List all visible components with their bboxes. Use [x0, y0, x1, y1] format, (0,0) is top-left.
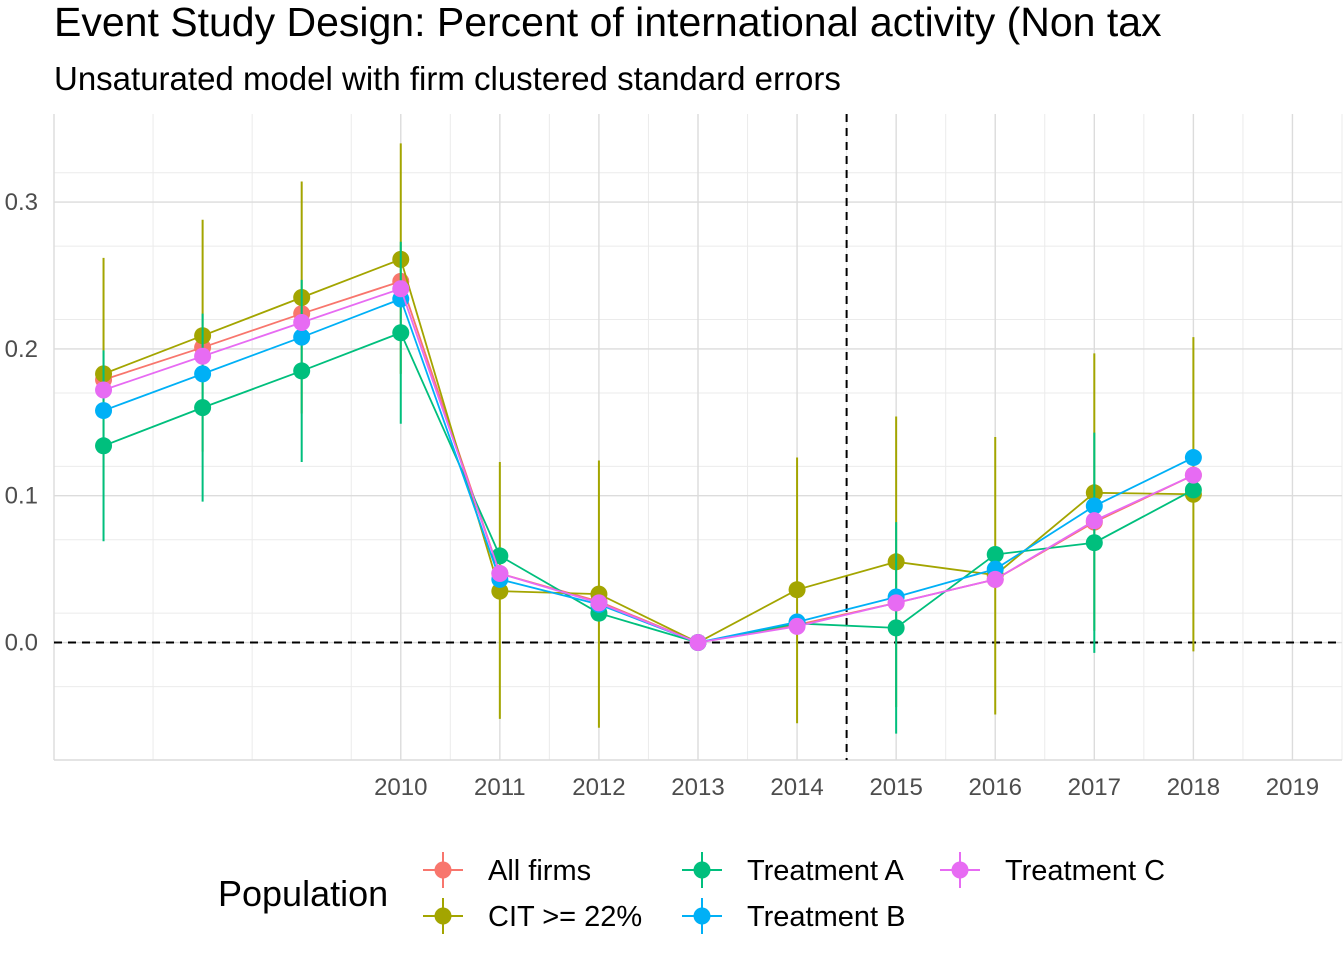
data-point [293, 362, 311, 380]
data-point [1184, 449, 1202, 467]
y-tick-label: 0.2 [5, 336, 38, 363]
legend-item: All firms [423, 852, 591, 888]
data-point [491, 565, 509, 583]
series-line [103, 287, 1194, 644]
data-point [788, 581, 806, 599]
x-tick-label: 2011 [474, 774, 526, 801]
x-tick-label: 2016 [969, 774, 1022, 801]
data-point [392, 324, 410, 342]
data-point [293, 328, 311, 346]
x-tick-label: 2013 [671, 774, 724, 801]
legend: Population All firms CIT >= 22% Treatment … [218, 852, 1165, 934]
data-point [1184, 481, 1202, 499]
data-point [194, 365, 212, 383]
legend-key-point [951, 861, 969, 879]
grid-lines [53, 114, 1343, 761]
series-line [103, 258, 1194, 644]
data-point [1085, 512, 1103, 530]
legend-key-point [693, 907, 711, 925]
data-point [986, 570, 1004, 588]
legend-item: Treatment A [682, 852, 905, 888]
legend-label: Treatment B [747, 901, 905, 933]
data-point [95, 437, 113, 455]
data-point [392, 280, 410, 298]
y-tick-label: 0.1 [5, 483, 38, 510]
data-point [95, 402, 113, 420]
legend-title: Population [218, 873, 388, 914]
x-tick-label: 2019 [1266, 774, 1319, 801]
data-point [788, 617, 806, 635]
data-point [887, 619, 905, 637]
data-point [1085, 534, 1103, 552]
legend-key-point [434, 907, 452, 925]
data-point [293, 313, 311, 331]
data-point [1085, 497, 1103, 515]
legend-label: All firms [488, 855, 591, 887]
data-point [689, 634, 707, 652]
y-tick-label: 0.0 [5, 630, 38, 657]
series-treatment-a [95, 241, 1202, 734]
legend-item: CIT >= 22% [423, 898, 642, 934]
series-treatment-c [95, 280, 1202, 652]
data-series [95, 143, 1202, 734]
data-point [986, 545, 1004, 563]
data-point [491, 582, 509, 600]
x-tick-label: 2018 [1167, 774, 1220, 801]
series-line [103, 331, 1194, 644]
legend-label: CIT >= 22% [488, 901, 642, 933]
chart-title: Event Study Design: Percent of internati… [54, 0, 1162, 45]
legend-label: Treatment C [1005, 855, 1165, 887]
y-tick-label: 0.3 [5, 189, 38, 216]
x-tick-label: 2015 [869, 774, 922, 801]
data-point [1184, 466, 1202, 484]
x-tick-label: 2010 [374, 774, 427, 801]
data-point [194, 347, 212, 365]
axis-ticks: 0.0 0.1 0.2 0.3 2010 2011 2012 2013 2014 2015 2016… [5, 189, 1320, 801]
data-point [95, 381, 113, 399]
x-tick-label: 2017 [1068, 774, 1121, 801]
legend-item: Treatment C [940, 852, 1165, 888]
data-point [590, 594, 608, 612]
legend-key-point [434, 861, 452, 879]
legend-label: Treatment A [747, 855, 905, 887]
data-point [194, 399, 212, 417]
chart-subtitle: Unsaturated model with firm clustered st… [54, 60, 841, 97]
x-tick-label: 2012 [572, 774, 625, 801]
legend-key-point [693, 861, 711, 879]
legend-item: Treatment B [682, 898, 905, 934]
data-point [887, 594, 905, 612]
x-tick-label: 2014 [770, 774, 823, 801]
